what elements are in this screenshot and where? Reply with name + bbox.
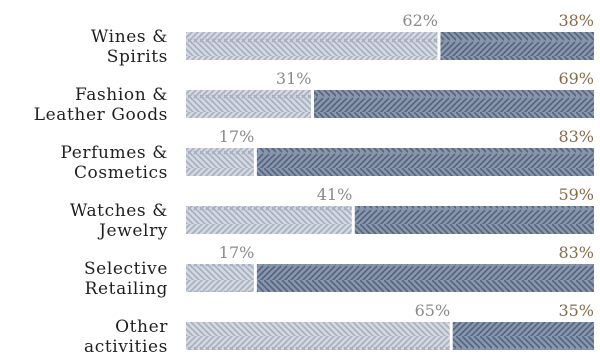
bar-segment-series-2 xyxy=(440,32,594,60)
category-label-line: Leather Goods xyxy=(34,105,168,125)
category-label: Selective Retailing xyxy=(84,259,168,299)
value-label-series-1: 65% xyxy=(415,301,451,320)
bar-segment-series-2 xyxy=(452,322,594,350)
category-label-line: Fashion & xyxy=(75,85,168,105)
category-label-line: Cosmetics xyxy=(74,163,168,183)
category-label: Watches & Jewelry xyxy=(70,201,168,241)
value-label-series-1: 17% xyxy=(219,127,255,146)
value-label-series-1: 17% xyxy=(219,243,255,262)
value-label-series-2: 35% xyxy=(558,301,594,320)
value-label-series-2: 83% xyxy=(558,243,594,262)
category-label-line: Wines & xyxy=(91,27,168,47)
value-label-series-2: 69% xyxy=(558,69,594,88)
value-label-series-1: 41% xyxy=(317,185,353,204)
bar-segment-series-1 xyxy=(186,264,254,292)
value-label-series-1: 62% xyxy=(402,11,438,30)
category-label-line: activities xyxy=(84,337,168,357)
bar-segment-series-1 xyxy=(186,148,254,176)
bar-segment-series-1 xyxy=(186,322,450,350)
value-label-series-2: 59% xyxy=(558,185,594,204)
category-label-line: Retailing xyxy=(85,279,168,299)
bar-segment-series-1 xyxy=(186,90,311,118)
category-label: Wines & Spirits xyxy=(91,27,168,67)
category-label-line: Jewelry xyxy=(97,221,168,241)
category-label-line: Other xyxy=(115,317,168,337)
value-label-series-2: 83% xyxy=(558,127,594,146)
bars-layer: Wines & Spirits 62% 38% Fashion & Leather Goo… xyxy=(34,11,594,357)
bar-segment-series-1 xyxy=(186,206,352,234)
bar-segment-series-2 xyxy=(354,206,594,234)
bar-segment-series-2 xyxy=(256,148,594,176)
bar-segment-series-1 xyxy=(186,32,438,60)
value-label-series-1: 31% xyxy=(276,69,312,88)
category-label: Fashion & Leather Goods xyxy=(34,85,168,125)
bar-segment-series-2 xyxy=(313,90,594,118)
category-label: Perfumes & Cosmetics xyxy=(60,143,168,183)
category-label-line: Selective xyxy=(84,259,168,279)
category-label-line: Perfumes & xyxy=(60,143,168,163)
category-label-line: Spirits xyxy=(107,47,168,67)
category-label-line: Watches & xyxy=(70,201,168,221)
bar-segment-series-2 xyxy=(256,264,594,292)
value-label-series-2: 38% xyxy=(558,11,594,30)
category-label: Other activities xyxy=(84,317,168,357)
